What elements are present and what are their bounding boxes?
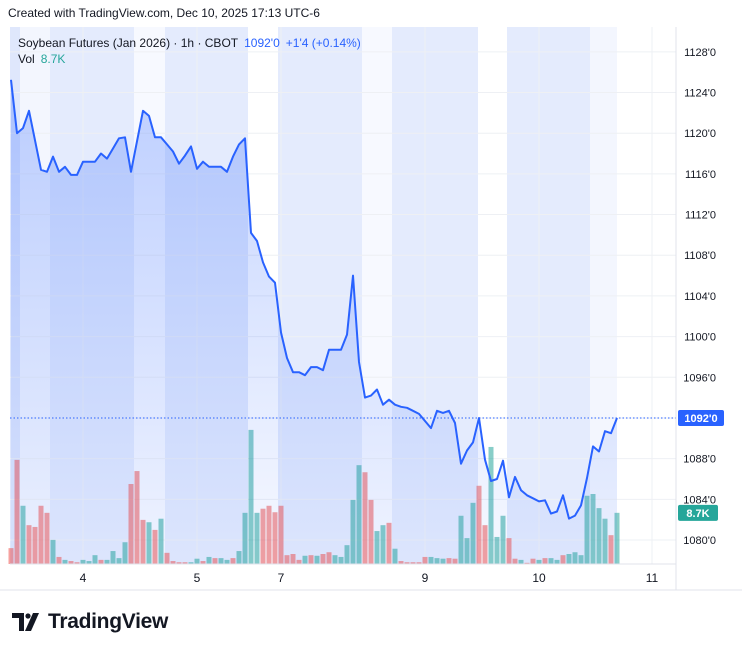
symbol-title[interactable]: Soybean Futures (Jan 2026) · 1h · CBOT xyxy=(18,36,239,50)
time-tick-label: 10 xyxy=(532,571,546,585)
time-tick-label: 11 xyxy=(646,571,659,585)
volume-row: Vol 8.7K xyxy=(18,51,361,67)
svg-text:8.7K: 8.7K xyxy=(686,508,709,520)
svg-text:1092'0: 1092'0 xyxy=(684,413,717,425)
price-tick-label: 1128'0 xyxy=(684,47,716,59)
price-tick-label: 1088'0 xyxy=(683,454,716,466)
price-chart[interactable]: 1128'0 1124'0 1120'0 1116'0 1112'0 1108'0 1104… xyxy=(0,0,742,600)
volume-value: 8.7K xyxy=(40,52,66,66)
price-line xyxy=(10,79,618,520)
price-change: +1'4 (+0.14%) xyxy=(285,36,361,50)
price-tick-label: 1084'0 xyxy=(683,494,716,506)
price-tick-label: 1108'0 xyxy=(684,250,716,262)
price-area xyxy=(11,79,617,565)
price-tick-label: 1100'0 xyxy=(684,332,716,344)
price-axis: 1128'0 1124'0 1120'0 1116'0 1112'0 1108'0 1104… xyxy=(683,47,716,547)
last-price: 1092'0 xyxy=(244,36,280,50)
price-tick-label: 1096'0 xyxy=(683,372,716,384)
volume-label: Vol xyxy=(18,52,35,66)
price-tick-label: 1080'0 xyxy=(683,535,716,547)
time-tick-label: 7 xyxy=(278,571,285,585)
time-tick-label: 5 xyxy=(194,571,201,585)
tradingview-logo-text: TradingView xyxy=(48,610,169,633)
chart-legend: Soybean Futures (Jan 2026) · 1h · CBOT 10… xyxy=(18,35,361,67)
symbol-row: Soybean Futures (Jan 2026) · 1h · CBOT 10… xyxy=(18,35,361,51)
time-tick-label: 9 xyxy=(422,571,429,585)
tradingview-logo-icon xyxy=(12,613,39,631)
time-tick-label: 4 xyxy=(80,571,87,585)
last-volume-tag: 8.7K xyxy=(678,504,718,521)
price-tick-label: 1112'0 xyxy=(685,210,716,222)
last-price-tag: 1092'0 xyxy=(678,409,724,426)
price-tick-label: 1120'0 xyxy=(684,128,716,140)
price-tick-label: 1116'0 xyxy=(685,169,716,181)
created-with-caption: Created with TradingView.com, Dec 10, 20… xyxy=(8,6,320,20)
price-tick-label: 1104'0 xyxy=(684,291,716,303)
time-axis: 4 5 7 9 10 11 xyxy=(80,571,659,585)
tradingview-logo[interactable]: TradingView xyxy=(12,610,168,634)
price-tick-label: 1124'0 xyxy=(684,88,716,100)
